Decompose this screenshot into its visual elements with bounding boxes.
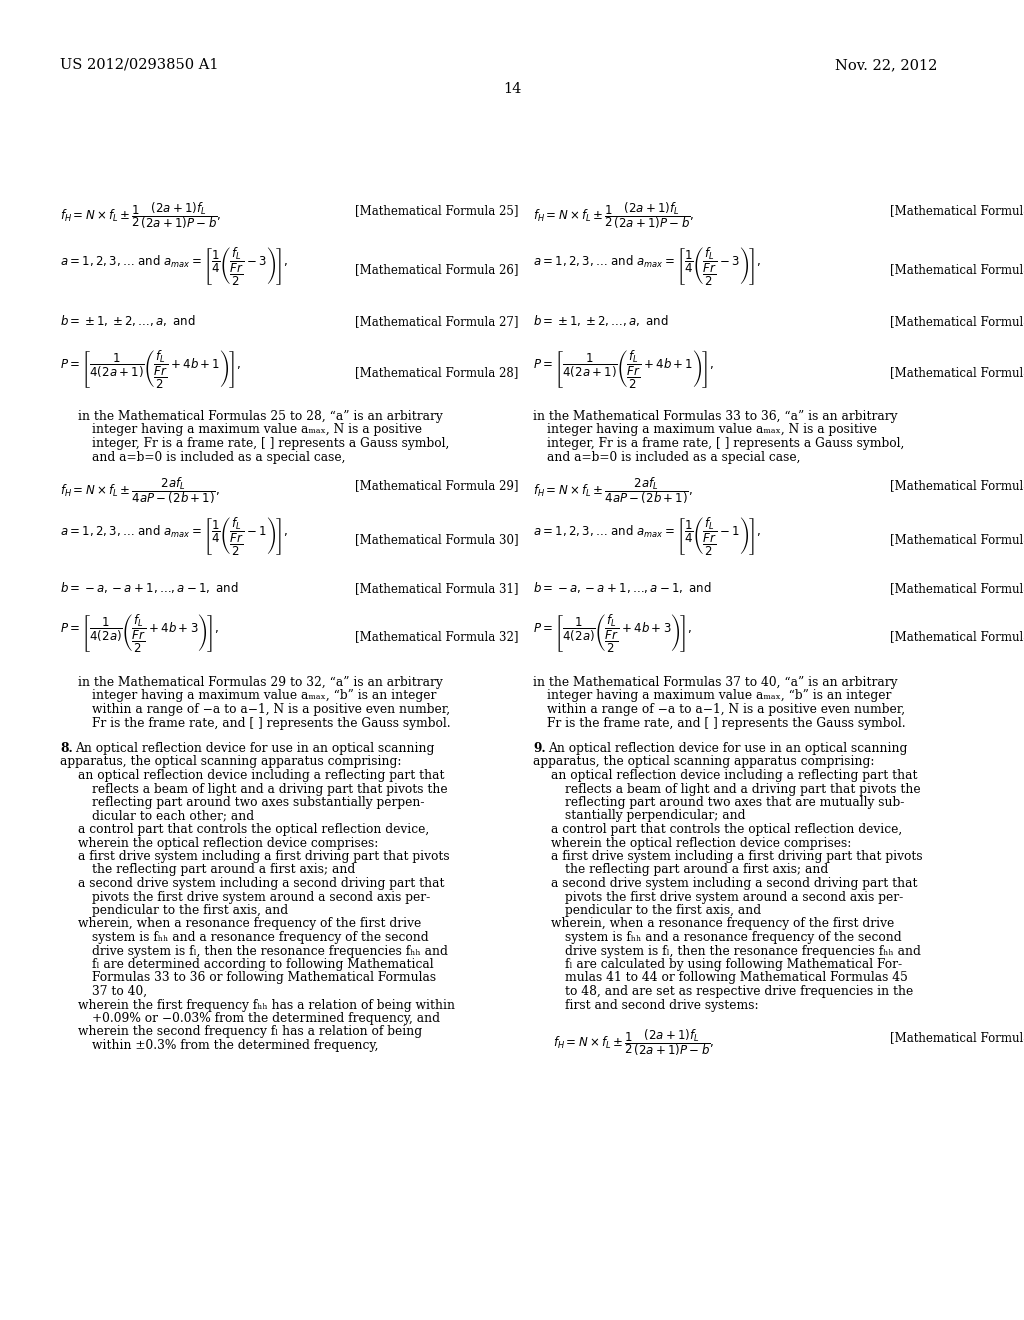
Text: [Mathematical Formula 39]: [Mathematical Formula 39] — [890, 582, 1024, 595]
Text: within ±0.3% from the determined frequency,: within ±0.3% from the determined frequen… — [92, 1039, 379, 1052]
Text: and a=b=0 is included as a special case,: and a=b=0 is included as a special case, — [547, 450, 801, 463]
Text: $P = \left[\dfrac{1}{4(2a)}\left(\dfrac{f_L}{\dfrac{Fr}{2}}+4b+3\right)\right],$: $P = \left[\dfrac{1}{4(2a)}\left(\dfrac{… — [534, 612, 692, 653]
Text: wherein, when a resonance frequency of the first drive: wherein, when a resonance frequency of t… — [78, 917, 421, 931]
Text: integer having a maximum value aₘₐₓ, N is a positive: integer having a maximum value aₘₐₓ, N i… — [92, 424, 422, 437]
Text: fₗ are calculated by using following Mathematical For-: fₗ are calculated by using following Mat… — [565, 958, 902, 972]
Text: to 48, and are set as respective drive frequencies in the: to 48, and are set as respective drive f… — [565, 985, 913, 998]
Text: Nov. 22, 2012: Nov. 22, 2012 — [835, 58, 937, 73]
Text: [Mathematical Formula 41]: [Mathematical Formula 41] — [890, 1031, 1024, 1044]
Text: apparatus, the optical scanning apparatus comprising:: apparatus, the optical scanning apparatu… — [534, 755, 874, 768]
Text: a second drive system including a second driving part that: a second drive system including a second… — [78, 876, 444, 890]
Text: [Mathematical Formula 36]: [Mathematical Formula 36] — [890, 366, 1024, 379]
Text: [Mathematical Formula 27]: [Mathematical Formula 27] — [355, 315, 518, 327]
Text: within a range of −a to a−1, N is a positive even number,: within a range of −a to a−1, N is a posi… — [547, 704, 905, 715]
Text: [Mathematical Formula 40]: [Mathematical Formula 40] — [890, 630, 1024, 643]
Text: first and second drive systems:: first and second drive systems: — [565, 998, 759, 1011]
Text: in the Mathematical Formulas 33 to 36, “a” is an arbitrary: in the Mathematical Formulas 33 to 36, “… — [534, 411, 897, 422]
Text: 8.: 8. — [60, 742, 73, 755]
Text: fₗ are determined according to following Mathematical: fₗ are determined according to following… — [92, 958, 433, 972]
Text: wherein the optical reflection device comprises:: wherein the optical reflection device co… — [78, 837, 379, 850]
Text: integer, Fr is a frame rate, [ ] represents a Gauss symbol,: integer, Fr is a frame rate, [ ] represe… — [92, 437, 450, 450]
Text: pendicular to the first axis, and: pendicular to the first axis, and — [92, 904, 288, 917]
Text: wherein the optical reflection device comprises:: wherein the optical reflection device co… — [551, 837, 851, 850]
Text: $f_H = N \times f_L \pm \dfrac{2af_L}{4aP-(2b+1)},$: $f_H = N \times f_L \pm \dfrac{2af_L}{4a… — [534, 475, 693, 506]
Text: wherein the second frequency fₗ has a relation of being: wherein the second frequency fₗ has a re… — [78, 1026, 422, 1039]
Text: the reflecting part around a first axis; and: the reflecting part around a first axis;… — [565, 863, 828, 876]
Text: [Mathematical Formula 28]: [Mathematical Formula 28] — [355, 366, 518, 379]
Text: $f_H = N \times f_L \pm \dfrac{1}{2} \dfrac{(2a+1)f_L}{(2a+1)P-b},$: $f_H = N \times f_L \pm \dfrac{1}{2} \df… — [534, 201, 694, 231]
Text: a second drive system including a second driving part that: a second drive system including a second… — [551, 876, 918, 890]
Text: [Mathematical Formula 34]: [Mathematical Formula 34] — [890, 263, 1024, 276]
Text: 37 to 40,: 37 to 40, — [92, 985, 147, 998]
Text: apparatus, the optical scanning apparatus comprising:: apparatus, the optical scanning apparatu… — [60, 755, 401, 768]
Text: $a = 1, 2, 3, \ldots$ and $a_{max} = \left[\dfrac{1}{4}\left(\dfrac{f_L}{\dfrac{: $a = 1, 2, 3, \ldots$ and $a_{max} = \le… — [60, 246, 288, 286]
Text: a control part that controls the optical reflection device,: a control part that controls the optical… — [551, 822, 902, 836]
Text: pendicular to the first axis, and: pendicular to the first axis, and — [565, 904, 761, 917]
Text: [Mathematical Formula 33]: [Mathematical Formula 33] — [890, 205, 1024, 216]
Text: Formulas 33 to 36 or following Mathematical Formulas: Formulas 33 to 36 or following Mathemati… — [92, 972, 436, 985]
Text: Fr is the frame rate, and [ ] represents the Gauss symbol.: Fr is the frame rate, and [ ] represents… — [92, 717, 451, 730]
Text: in the Mathematical Formulas 37 to 40, “a” is an arbitrary: in the Mathematical Formulas 37 to 40, “… — [534, 676, 897, 689]
Text: reflecting part around two axes substantially perpen-: reflecting part around two axes substant… — [92, 796, 425, 809]
Text: $b = -a, -a+1, \ldots, a-1,$ and: $b = -a, -a+1, \ldots, a-1,$ and — [534, 579, 712, 595]
Text: reflecting part around two axes that are mutually sub-: reflecting part around two axes that are… — [565, 796, 904, 809]
Text: $P = \left[\dfrac{1}{4(2a+1)}\left(\dfrac{f_L}{\dfrac{Fr}{2}}+4b+1\right)\right]: $P = \left[\dfrac{1}{4(2a+1)}\left(\dfra… — [534, 348, 715, 389]
Text: and a=b=0 is included as a special case,: and a=b=0 is included as a special case, — [92, 450, 345, 463]
Text: [Mathematical Formula 26]: [Mathematical Formula 26] — [355, 263, 518, 276]
Text: an optical reflection device including a reflecting part that: an optical reflection device including a… — [78, 770, 444, 781]
Text: in the Mathematical Formulas 25 to 28, “a” is an arbitrary: in the Mathematical Formulas 25 to 28, “… — [78, 411, 442, 422]
Text: +0.09% or −0.03% from the determined frequency, and: +0.09% or −0.03% from the determined fre… — [92, 1012, 440, 1026]
Text: drive system is fₗ, then the resonance frequencies fₕₕ and: drive system is fₗ, then the resonance f… — [565, 945, 921, 957]
Text: drive system is fₗ, then the resonance frequencies fₕₕ and: drive system is fₗ, then the resonance f… — [92, 945, 447, 957]
Text: $f_H = N \times f_L \pm \dfrac{1}{2} \dfrac{(2a+1)f_L}{(2a+1)P-b},$: $f_H = N \times f_L \pm \dfrac{1}{2} \df… — [553, 1027, 715, 1057]
Text: pivots the first drive system around a second axis per-: pivots the first drive system around a s… — [565, 891, 903, 903]
Text: 9.: 9. — [534, 742, 546, 755]
Text: [Mathematical Formula 37]: [Mathematical Formula 37] — [890, 479, 1024, 492]
Text: [Mathematical Formula 32]: [Mathematical Formula 32] — [355, 630, 518, 643]
Text: wherein, when a resonance frequency of the first drive: wherein, when a resonance frequency of t… — [551, 917, 894, 931]
Text: integer, Fr is a frame rate, [ ] represents a Gauss symbol,: integer, Fr is a frame rate, [ ] represe… — [547, 437, 904, 450]
Text: [Mathematical Formula 38]: [Mathematical Formula 38] — [890, 533, 1024, 546]
Text: Fr is the frame rate, and [ ] represents the Gauss symbol.: Fr is the frame rate, and [ ] represents… — [547, 717, 905, 730]
Text: integer having a maximum value aₘₐₓ, N is a positive: integer having a maximum value aₘₐₓ, N i… — [547, 424, 877, 437]
Text: $a = 1, 2, 3, \ldots$ and $a_{max} = \left[\dfrac{1}{4}\left(\dfrac{f_L}{\dfrac{: $a = 1, 2, 3, \ldots$ and $a_{max} = \le… — [60, 515, 288, 557]
Text: reflects a beam of light and a driving part that pivots the: reflects a beam of light and a driving p… — [92, 783, 447, 796]
Text: $b = -a, -a+1, \ldots, a-1,$ and: $b = -a, -a+1, \ldots, a-1,$ and — [60, 579, 239, 595]
Text: an optical reflection device including a reflecting part that: an optical reflection device including a… — [551, 770, 918, 781]
Text: $b = \pm 1, \pm 2, \ldots, a,$ and: $b = \pm 1, \pm 2, \ldots, a,$ and — [534, 313, 669, 327]
Text: integer having a maximum value aₘₐₓ, “b” is an integer: integer having a maximum value aₘₐₓ, “b”… — [547, 689, 891, 702]
Text: a first drive system including a first driving part that pivots: a first drive system including a first d… — [78, 850, 450, 863]
Text: dicular to each other; and: dicular to each other; and — [92, 809, 254, 822]
Text: stantially perpendicular; and: stantially perpendicular; and — [565, 809, 745, 822]
Text: within a range of −a to a−1, N is a positive even number,: within a range of −a to a−1, N is a posi… — [92, 704, 451, 715]
Text: mulas 41 to 44 or following Mathematical Formulas 45: mulas 41 to 44 or following Mathematical… — [565, 972, 908, 985]
Text: $P = \left[\dfrac{1}{4(2a+1)}\left(\dfrac{f_L}{\dfrac{Fr}{2}}+4b+1\right)\right]: $P = \left[\dfrac{1}{4(2a+1)}\left(\dfra… — [60, 348, 242, 389]
Text: $a = 1, 2, 3, \ldots$ and $a_{max} = \left[\dfrac{1}{4}\left(\dfrac{f_L}{\dfrac{: $a = 1, 2, 3, \ldots$ and $a_{max} = \le… — [534, 515, 761, 557]
Text: $f_H = N \times f_L \pm \dfrac{1}{2} \dfrac{(2a+1)f_L}{(2a+1)P-b},$: $f_H = N \times f_L \pm \dfrac{1}{2} \df… — [60, 201, 221, 231]
Text: $a = 1, 2, 3, \ldots$ and $a_{max} = \left[\dfrac{1}{4}\left(\dfrac{f_L}{\dfrac{: $a = 1, 2, 3, \ldots$ and $a_{max} = \le… — [534, 246, 761, 286]
Text: [Mathematical Formula 31]: [Mathematical Formula 31] — [355, 582, 518, 595]
Text: $P = \left[\dfrac{1}{4(2a)}\left(\dfrac{f_L}{\dfrac{Fr}{2}}+4b+3\right)\right],$: $P = \left[\dfrac{1}{4(2a)}\left(\dfrac{… — [60, 612, 219, 653]
Text: 14: 14 — [503, 82, 521, 96]
Text: a control part that controls the optical reflection device,: a control part that controls the optical… — [78, 822, 429, 836]
Text: $b = \pm 1, \pm 2, \ldots, a,$ and: $b = \pm 1, \pm 2, \ldots, a,$ and — [60, 313, 196, 327]
Text: An optical reflection device for use in an optical scanning: An optical reflection device for use in … — [75, 742, 434, 755]
Text: a first drive system including a first driving part that pivots: a first drive system including a first d… — [551, 850, 923, 863]
Text: pivots the first drive system around a second axis per-: pivots the first drive system around a s… — [92, 891, 430, 903]
Text: wherein the first frequency fₕₕ has a relation of being within: wherein the first frequency fₕₕ has a re… — [78, 998, 455, 1011]
Text: [Mathematical Formula 25]: [Mathematical Formula 25] — [355, 205, 518, 216]
Text: [Mathematical Formula 29]: [Mathematical Formula 29] — [355, 479, 518, 492]
Text: system is fₕₕ and a resonance frequency of the second: system is fₕₕ and a resonance frequency … — [565, 931, 901, 944]
Text: An optical reflection device for use in an optical scanning: An optical reflection device for use in … — [548, 742, 907, 755]
Text: the reflecting part around a first axis; and: the reflecting part around a first axis;… — [92, 863, 355, 876]
Text: $f_H = N \times f_L \pm \dfrac{2af_L}{4aP-(2b+1)},$: $f_H = N \times f_L \pm \dfrac{2af_L}{4a… — [60, 475, 220, 506]
Text: US 2012/0293850 A1: US 2012/0293850 A1 — [60, 58, 218, 73]
Text: [Mathematical Formula 35]: [Mathematical Formula 35] — [890, 315, 1024, 327]
Text: system is fₕₕ and a resonance frequency of the second: system is fₕₕ and a resonance frequency … — [92, 931, 429, 944]
Text: reflects a beam of light and a driving part that pivots the: reflects a beam of light and a driving p… — [565, 783, 921, 796]
Text: [Mathematical Formula 30]: [Mathematical Formula 30] — [355, 533, 518, 546]
Text: integer having a maximum value aₘₐₓ, “b” is an integer: integer having a maximum value aₘₐₓ, “b”… — [92, 689, 436, 702]
Text: in the Mathematical Formulas 29 to 32, “a” is an arbitrary: in the Mathematical Formulas 29 to 32, “… — [78, 676, 442, 689]
